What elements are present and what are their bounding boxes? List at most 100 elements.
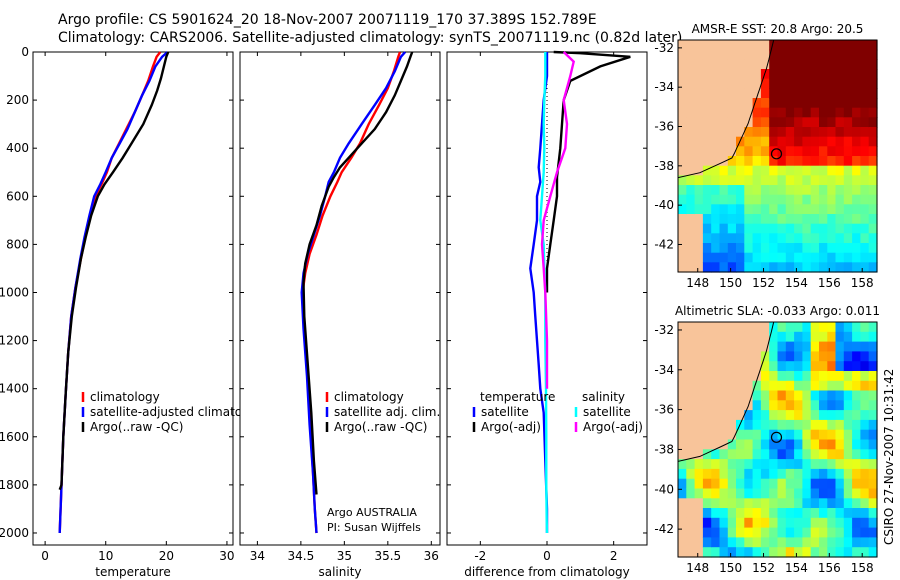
map-cell: [711, 547, 721, 558]
map-cell: [852, 165, 861, 176]
map-cell: [686, 194, 696, 205]
map-cell: [760, 459, 770, 470]
map-cell: [794, 194, 803, 205]
map-cell: [810, 146, 820, 157]
map-cell: [752, 498, 762, 509]
map-cell: [752, 223, 762, 234]
map-cell: [802, 429, 812, 441]
map-cell: [686, 429, 696, 441]
map-cell: [852, 233, 861, 244]
map-cell: [827, 439, 837, 450]
x-axis-label: salinity: [318, 565, 361, 579]
map-cell: [686, 419, 696, 431]
map-cell: [819, 165, 828, 176]
map-cell: [819, 107, 828, 118]
x-tick-label: 35.5: [374, 549, 401, 563]
map-cell: [719, 252, 729, 263]
map-cell: [794, 204, 803, 215]
map-cell: [802, 214, 812, 225]
x-tick-label: 148: [686, 276, 709, 290]
map-cell: [760, 165, 770, 176]
map-cell: [752, 439, 762, 450]
map-cell: [785, 59, 795, 70]
map-cell: [727, 527, 737, 538]
map-cell: [868, 252, 878, 263]
map-cell: [719, 527, 729, 538]
map-cell: [694, 527, 704, 538]
map-cell: [686, 88, 696, 99]
map-cell: [843, 194, 853, 205]
map-cell: [727, 78, 737, 89]
map-cell: [678, 429, 687, 441]
map-cell: [678, 449, 687, 460]
map-cell: [843, 351, 853, 362]
map-cell: [702, 156, 712, 167]
map-cell: [711, 331, 721, 343]
map-cell: [777, 156, 787, 167]
map-cell: [777, 478, 787, 490]
map-cell: [744, 410, 754, 421]
map-cell: [719, 127, 729, 138]
map-cell: [702, 488, 712, 499]
map-cell: [802, 88, 812, 99]
map-cell: [785, 117, 795, 128]
map-cell: [802, 146, 812, 157]
map-cell: [810, 243, 820, 254]
map-cell: [736, 508, 745, 519]
map-cell: [860, 223, 870, 234]
map-cell: [819, 40, 828, 51]
map-cell: [702, 508, 712, 519]
map-cell: [852, 331, 861, 343]
map-cell: [760, 204, 770, 215]
map-cell: [760, 98, 770, 109]
map-cell: [868, 361, 878, 372]
map-cell: [785, 49, 795, 60]
map-cell: [819, 136, 828, 147]
map-cell: [843, 117, 853, 128]
map-cell: [752, 185, 762, 196]
map-cell: [802, 380, 812, 392]
map-cell: [686, 127, 696, 138]
map-cell: [744, 146, 754, 157]
map-cell: [827, 185, 837, 196]
map-cell: [868, 508, 878, 519]
map-cell: [860, 459, 870, 470]
x-tick-label: 158: [851, 561, 874, 575]
map-cell: [843, 252, 853, 263]
map-cell: [769, 439, 779, 450]
map-cell: [694, 136, 704, 147]
map-cell: [744, 351, 754, 362]
map-cell: [694, 449, 704, 460]
map-cell: [744, 459, 754, 470]
map-cell: [769, 322, 779, 333]
map-cell: [744, 468, 754, 480]
map-cell: [819, 223, 828, 234]
map-cell: [810, 419, 820, 431]
map-cell: [843, 390, 853, 401]
map-cell: [694, 88, 704, 99]
map-cell: [744, 537, 754, 548]
map-cell: [711, 390, 721, 401]
map-cell: [694, 429, 704, 441]
map-cell: [752, 146, 762, 157]
map-cell: [760, 419, 770, 431]
map-cell: [686, 78, 696, 89]
map-cell: [752, 380, 762, 392]
map-cell: [852, 449, 861, 460]
map-cell: [678, 165, 687, 176]
map-cell: [702, 243, 712, 254]
map-cell: [727, 478, 737, 490]
map-cell: [819, 537, 828, 548]
map-cell: [702, 88, 712, 99]
map-cell: [760, 488, 770, 499]
map-cell: [827, 156, 837, 167]
map-cell: [727, 223, 737, 234]
map-cell: [694, 78, 704, 89]
map-cell: [835, 88, 845, 99]
map-cell: [860, 331, 870, 343]
map-cell: [719, 459, 729, 470]
map-cell: [819, 204, 828, 215]
map-cell: [835, 498, 845, 509]
map-cell: [744, 136, 754, 147]
map-cell: [777, 380, 787, 392]
